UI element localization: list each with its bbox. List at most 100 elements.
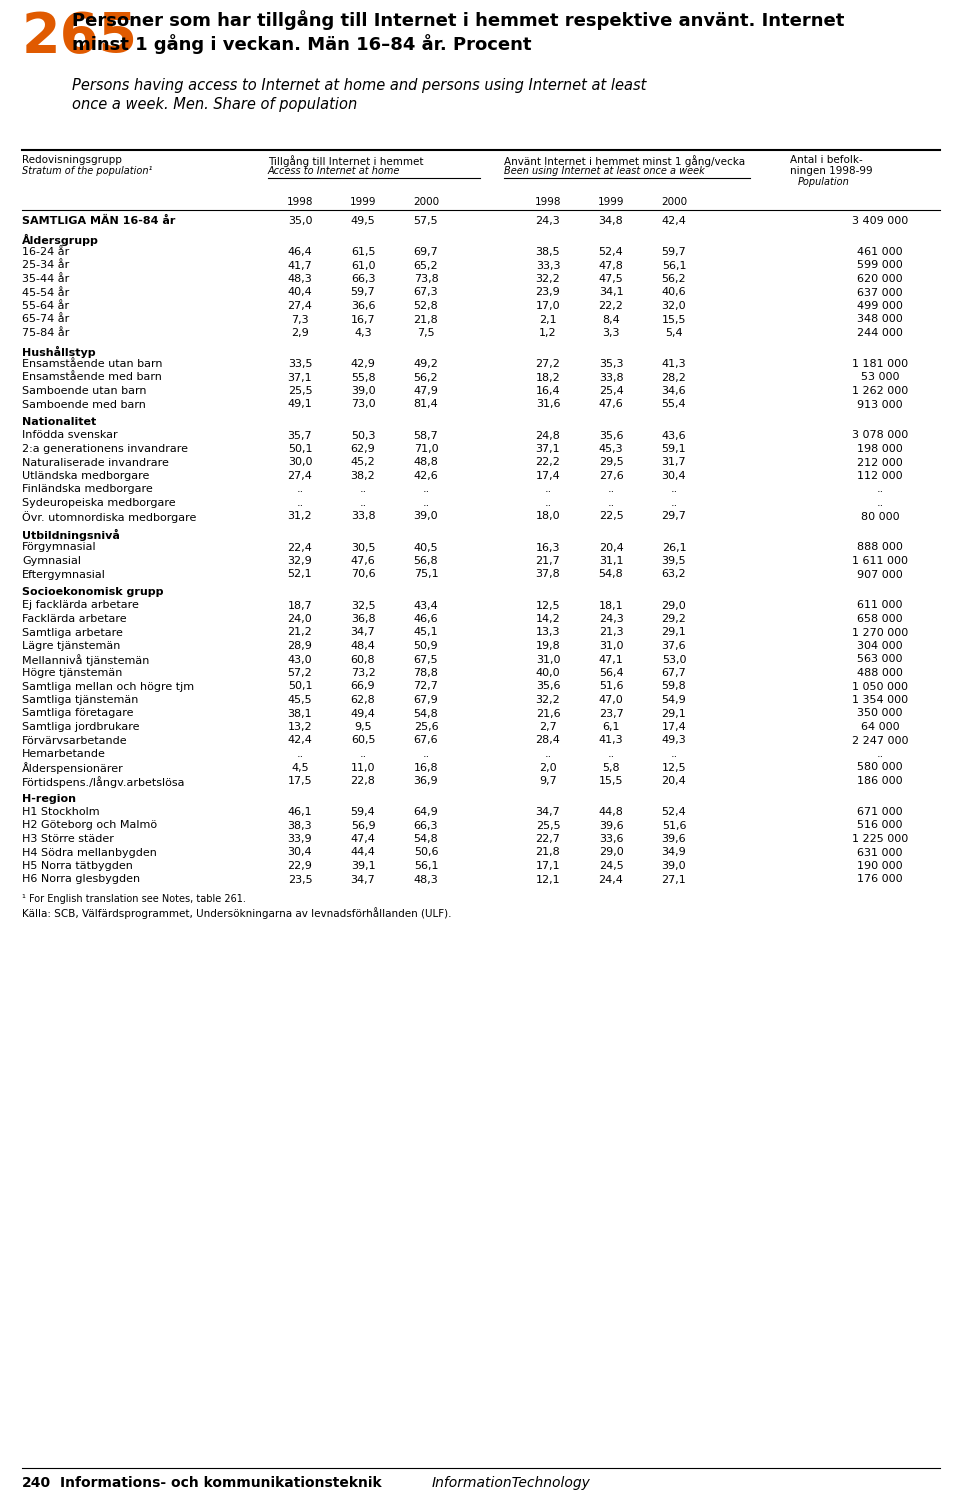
Text: H3 Större städer: H3 Större städer [22, 834, 114, 844]
Text: 2,1: 2,1 [540, 315, 557, 324]
Text: 29,5: 29,5 [599, 457, 623, 467]
Text: 17,4: 17,4 [661, 722, 686, 731]
Text: 2,7: 2,7 [540, 722, 557, 731]
Text: InformationTechnology: InformationTechnology [432, 1476, 590, 1490]
Text: 47,4: 47,4 [350, 834, 375, 844]
Text: 1 270 000: 1 270 000 [852, 627, 908, 638]
Text: 1 611 000: 1 611 000 [852, 556, 908, 566]
Text: 1 262 000: 1 262 000 [852, 386, 908, 397]
Text: 1999: 1999 [349, 198, 376, 207]
Text: 36,8: 36,8 [350, 614, 375, 624]
Text: 31,1: 31,1 [599, 556, 623, 566]
Text: 65-74 år: 65-74 år [22, 315, 69, 324]
Text: 29,7: 29,7 [661, 511, 686, 522]
Text: 57,2: 57,2 [288, 668, 312, 679]
Text: 15,5: 15,5 [661, 315, 686, 324]
Text: Hemarbetande: Hemarbetande [22, 749, 106, 759]
Text: Redovisningsgrupp: Redovisningsgrupp [22, 155, 122, 164]
Text: 43,0: 43,0 [288, 654, 312, 665]
Text: 39,0: 39,0 [350, 386, 375, 397]
Text: 22,2: 22,2 [536, 457, 561, 467]
Text: 21,8: 21,8 [536, 847, 561, 858]
Text: 176 000: 176 000 [857, 875, 902, 885]
Text: 48,3: 48,3 [288, 274, 312, 284]
Text: 31,2: 31,2 [288, 511, 312, 522]
Text: 27,2: 27,2 [536, 359, 561, 369]
Text: 48,3: 48,3 [414, 875, 439, 885]
Text: 67,6: 67,6 [414, 736, 439, 745]
Text: Hushållstyp: Hushållstyp [22, 345, 96, 357]
Text: 39,6: 39,6 [599, 820, 623, 831]
Text: 37,6: 37,6 [661, 641, 686, 651]
Text: 16,4: 16,4 [536, 386, 561, 397]
Text: ..: .. [544, 484, 552, 495]
Text: 1 225 000: 1 225 000 [852, 834, 908, 844]
Text: 60,5: 60,5 [350, 736, 375, 745]
Text: 33,9: 33,9 [288, 834, 312, 844]
Text: 47,6: 47,6 [599, 400, 623, 410]
Text: 27,6: 27,6 [599, 470, 623, 481]
Text: ..: .. [297, 749, 303, 759]
Text: 39,0: 39,0 [414, 511, 439, 522]
Text: 61,0: 61,0 [350, 261, 375, 270]
Text: 198 000: 198 000 [857, 443, 902, 454]
Text: 30,4: 30,4 [661, 470, 686, 481]
Text: 39,6: 39,6 [661, 834, 686, 844]
Text: 212 000: 212 000 [857, 457, 902, 467]
Text: 67,9: 67,9 [414, 695, 439, 706]
Text: 47,5: 47,5 [599, 274, 623, 284]
Text: 38,3: 38,3 [288, 820, 312, 831]
Text: 637 000: 637 000 [857, 288, 902, 297]
Text: ..: .. [422, 498, 430, 508]
Text: 1 354 000: 1 354 000 [852, 695, 908, 706]
Text: 24,3: 24,3 [599, 614, 623, 624]
Text: H4 Södra mellanbygden: H4 Södra mellanbygden [22, 847, 156, 858]
Text: 40,6: 40,6 [661, 288, 686, 297]
Text: Ålderspensionärer: Ålderspensionärer [22, 763, 124, 775]
Text: H-region: H-region [22, 793, 76, 804]
Text: 1 181 000: 1 181 000 [852, 359, 908, 369]
Text: 56,2: 56,2 [661, 274, 686, 284]
Text: 32,2: 32,2 [536, 695, 561, 706]
Text: 44,8: 44,8 [599, 807, 623, 817]
Text: 50,9: 50,9 [414, 641, 439, 651]
Text: 20,4: 20,4 [661, 777, 686, 786]
Text: 67,5: 67,5 [414, 654, 439, 665]
Text: 58,7: 58,7 [414, 430, 439, 440]
Text: 73,2: 73,2 [350, 668, 375, 679]
Text: 499 000: 499 000 [857, 302, 903, 311]
Text: 35-44 år: 35-44 år [22, 274, 69, 284]
Text: 39,0: 39,0 [661, 861, 686, 872]
Text: 75-84 år: 75-84 år [22, 329, 69, 338]
Text: Tillgång till Internet i hemmet: Tillgång till Internet i hemmet [268, 155, 423, 167]
Text: 580 000: 580 000 [857, 763, 902, 772]
Text: ..: .. [876, 484, 883, 495]
Text: 49,5: 49,5 [350, 216, 375, 226]
Text: 21,2: 21,2 [288, 627, 312, 638]
Text: 24,0: 24,0 [288, 614, 312, 624]
Text: 80 000: 80 000 [861, 511, 900, 522]
Text: 41,3: 41,3 [599, 736, 623, 745]
Text: 56,4: 56,4 [599, 668, 623, 679]
Text: 35,7: 35,7 [288, 430, 312, 440]
Text: 42,6: 42,6 [414, 470, 439, 481]
Text: Förvärvsarbetande: Förvärvsarbetande [22, 736, 128, 745]
Text: 47,1: 47,1 [599, 654, 623, 665]
Text: 56,8: 56,8 [414, 556, 439, 566]
Text: 21,8: 21,8 [414, 315, 439, 324]
Text: 611 000: 611 000 [857, 600, 902, 611]
Text: Förtidspens./långv.arbetslösa: Förtidspens./långv.arbetslösa [22, 777, 185, 787]
Text: 54,8: 54,8 [414, 834, 439, 844]
Text: 47,8: 47,8 [599, 261, 623, 270]
Text: 26,1: 26,1 [661, 543, 686, 552]
Text: 46,4: 46,4 [288, 247, 312, 256]
Text: ..: .. [422, 749, 430, 759]
Text: SAMTLIGA MÄN 16-84 år: SAMTLIGA MÄN 16-84 år [22, 216, 176, 226]
Text: Facklärda arbetare: Facklärda arbetare [22, 614, 127, 624]
Text: 17,4: 17,4 [536, 470, 561, 481]
Text: 16,7: 16,7 [350, 315, 375, 324]
Text: H5 Norra tätbygden: H5 Norra tätbygden [22, 861, 132, 872]
Text: 23,5: 23,5 [288, 875, 312, 885]
Text: Mellannivå tjänstemän: Mellannivå tjänstemän [22, 654, 150, 667]
Text: 75,1: 75,1 [414, 570, 439, 579]
